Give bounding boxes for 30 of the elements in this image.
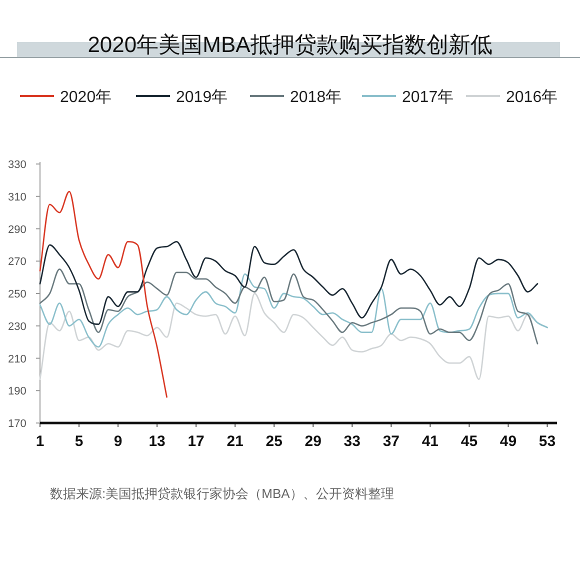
- legend-label: 2017年: [402, 89, 454, 106]
- x-tick-label: 25: [266, 433, 282, 450]
- chart-title: 2020年美国MBA抵押贷款购买指数创新低: [88, 32, 492, 57]
- legend-label: 2019年: [176, 89, 228, 106]
- y-tick-label: 210: [8, 353, 26, 366]
- y-tick-label: 170: [8, 418, 26, 430]
- legend-label: 2018年: [290, 89, 342, 106]
- x-tick-label: 33: [344, 433, 360, 450]
- x-tick-label: 37: [382, 433, 400, 450]
- y-tick-label: 330: [8, 159, 26, 171]
- y-tick-label: 190: [8, 386, 26, 398]
- x-tick-label: 5: [74, 433, 84, 450]
- x-tick-label: 13: [148, 433, 166, 450]
- x-tick-label: 21: [226, 433, 244, 450]
- y-tick-label: 270: [8, 256, 26, 268]
- x-tick-label: 49: [500, 433, 517, 450]
- x-tick-label: 45: [460, 433, 478, 450]
- source-note: 数据来源:美国抵押贷款银行家协会（MBA）、公开资料整理: [50, 486, 394, 501]
- y-tick-label: 290: [8, 224, 26, 236]
- legend-label: 2016年: [506, 89, 558, 106]
- y-tick-label: 310: [8, 191, 26, 204]
- x-tick-label: 9: [114, 433, 122, 450]
- x-tick-label: 29: [304, 433, 322, 450]
- legend-label: 2020年: [60, 89, 112, 106]
- x-tick-label: 53: [538, 433, 556, 450]
- y-tick-label: 250: [8, 288, 26, 300]
- x-tick-label: 41: [422, 433, 439, 450]
- y-tick-label: 230: [8, 320, 26, 333]
- x-tick-label: 17: [188, 433, 204, 450]
- x-tick-label: 1: [36, 433, 44, 450]
